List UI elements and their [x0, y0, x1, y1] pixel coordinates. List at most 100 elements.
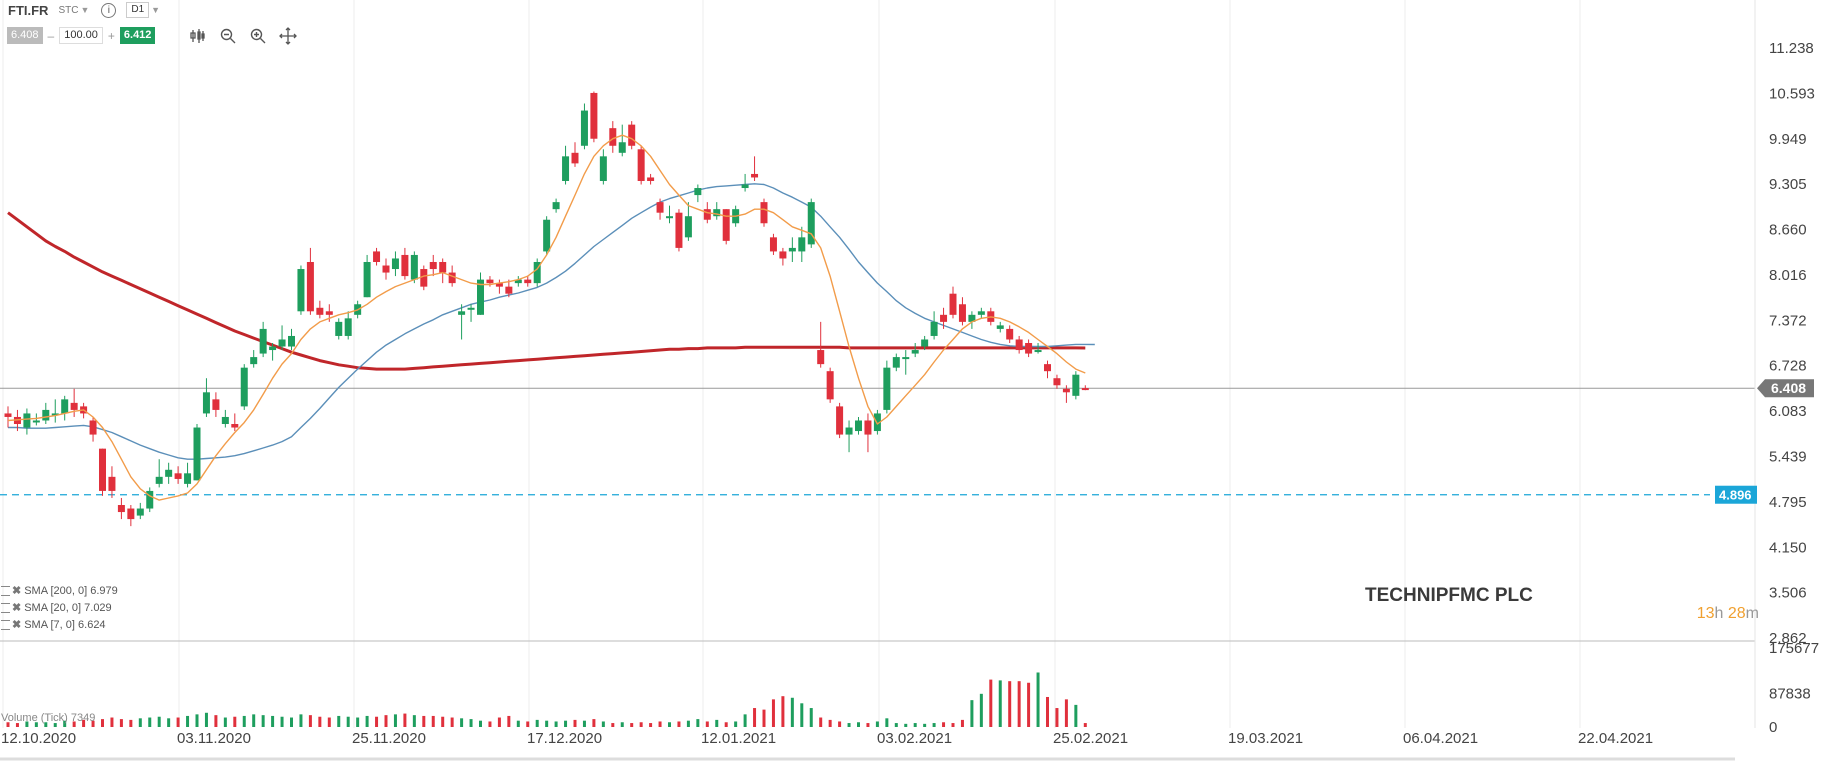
volume-bar: [1027, 682, 1031, 727]
volume-tick-label: 87838: [1769, 686, 1811, 703]
candle-body: [401, 254, 409, 277]
candle-body: [23, 413, 31, 428]
volume-bar: [44, 722, 48, 727]
x-tick-label: 03.11.2020: [177, 730, 251, 747]
legend-label: SMA [200, 0] 6.979: [24, 584, 118, 597]
volume-bar: [488, 721, 492, 727]
legend-sma20[interactable]: ✖ SMA [20, 0] 7.029: [1, 601, 112, 614]
x-tick-label: 25.02.2021: [1053, 730, 1128, 747]
decrease-button[interactable]: –: [47, 28, 55, 43]
volume-bar: [601, 721, 605, 727]
candle-body: [647, 177, 655, 181]
sell-button[interactable]: 6.408: [7, 27, 43, 44]
y-tick-label: 10.593: [1769, 85, 1815, 102]
volume-bar: [337, 715, 341, 727]
menu-icon[interactable]: [1, 602, 10, 613]
candle-body: [4, 413, 12, 417]
volume-bar: [479, 720, 482, 727]
volume-bar: [148, 717, 152, 727]
candle-body: [458, 311, 466, 315]
candle-body: [977, 311, 985, 315]
volume-bar: [82, 719, 86, 727]
y-tick-label: 8.660: [1769, 222, 1807, 239]
volume-bar: [403, 713, 407, 727]
candle-body: [949, 293, 957, 315]
candle-body: [580, 110, 588, 146]
zoom-in-icon[interactable]: [248, 26, 268, 46]
volume-bar: [393, 714, 397, 727]
menu-icon[interactable]: [1, 619, 10, 630]
symbol-name[interactable]: FTI.FR: [8, 2, 49, 18]
volume-bar: [346, 716, 350, 727]
volume-bar: [233, 716, 237, 727]
volume-bar: [110, 717, 114, 727]
menu-icon[interactable]: [1, 585, 10, 596]
volume-bar: [809, 708, 813, 727]
volume-bar: [101, 719, 104, 727]
candle-body: [666, 216, 673, 219]
chevron-down-icon[interactable]: ▼: [80, 5, 90, 15]
company-name: TECHNIPFMC PLC: [1365, 585, 1533, 606]
y-tick-label: 5.439: [1769, 448, 1807, 465]
alert-price-tag: [1715, 485, 1757, 504]
close-icon[interactable]: ✖: [12, 585, 22, 597]
buy-button[interactable]: 6.412: [119, 27, 156, 44]
candle-body: [590, 92, 598, 139]
volume-bar: [469, 719, 473, 727]
volume-bar: [299, 714, 303, 727]
candles-icon[interactable]: [188, 26, 208, 46]
crosshair-icon[interactable]: [278, 26, 298, 46]
volume-bar: [119, 719, 123, 727]
candle-body: [202, 392, 210, 414]
volume-legend[interactable]: Volume (Tick) 7349: [1, 712, 95, 724]
volume-bar: [790, 697, 794, 727]
volume-bar: [857, 722, 860, 727]
volume-bar: [573, 719, 577, 727]
y-tick-label: 11.238: [1769, 40, 1814, 57]
volume-bar: [138, 718, 142, 727]
close-icon[interactable]: ✖: [12, 619, 22, 631]
x-tick-label: 03.02.2021: [877, 730, 952, 747]
legend-sma200[interactable]: ✖ SMA [200, 0] 6.979: [1, 584, 118, 597]
volume-bar: [157, 716, 161, 727]
quantity-input[interactable]: 100.00: [59, 27, 103, 44]
market-label[interactable]: STC: [58, 4, 79, 16]
volume-bar: [724, 722, 728, 727]
volume-bar: [186, 715, 190, 727]
candle-body: [883, 367, 891, 410]
volume-bar: [176, 717, 180, 727]
volume-bar: [838, 721, 842, 727]
candle-body: [845, 427, 853, 435]
candle-body: [467, 307, 475, 310]
y-tick-label: 6.083: [1769, 403, 1807, 420]
candle-body: [212, 399, 220, 410]
candle-body: [306, 261, 314, 312]
volume-bar: [91, 720, 95, 727]
candle-body: [543, 219, 551, 252]
zoom-out-icon[interactable]: [218, 26, 238, 46]
volume-bar: [223, 717, 227, 727]
volume-bar: [611, 723, 615, 727]
increase-button[interactable]: +: [107, 28, 115, 43]
candle-body: [61, 399, 69, 414]
chevron-down-icon[interactable]: ▼: [151, 5, 161, 15]
timeframe-select[interactable]: D1: [126, 2, 150, 18]
legend-sma7[interactable]: ✖ SMA [7, 0] 6.624: [1, 618, 106, 631]
candle-body: [42, 409, 50, 421]
volume-bar: [771, 699, 775, 727]
volume-bar: [214, 715, 218, 727]
close-icon[interactable]: ✖: [12, 602, 22, 614]
x-tick-label: 06.04.2021: [1403, 730, 1478, 747]
candle-body: [562, 156, 570, 181]
volume-bar: [554, 721, 558, 727]
volume-bar: [53, 723, 57, 727]
candles: [4, 91, 1089, 527]
candle-body: [477, 279, 484, 315]
candle-body: [99, 448, 106, 491]
volume-bar: [308, 715, 312, 727]
volume-bar: [942, 722, 946, 727]
info-icon[interactable]: i: [101, 2, 117, 18]
candle-body: [713, 209, 721, 217]
candle-body: [363, 261, 371, 298]
